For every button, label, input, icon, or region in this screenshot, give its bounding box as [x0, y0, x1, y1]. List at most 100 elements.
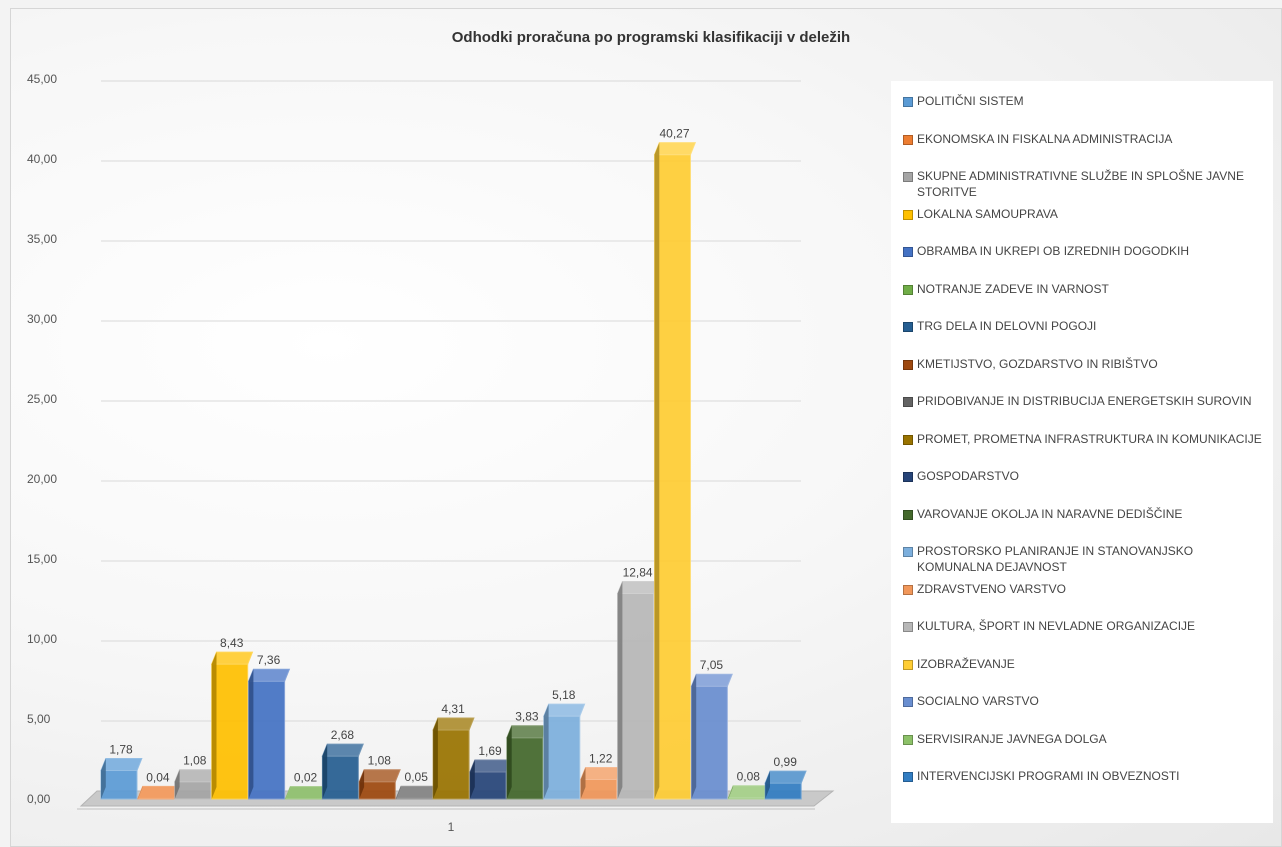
- y-tick-label: 5,00: [27, 712, 51, 726]
- legend-item: KMETIJSTVO, GOZDARSTVO IN RIBIŠTVO: [903, 356, 1263, 394]
- legend-item: VAROVANJE OKOLJA IN NARAVNE DEDIŠČINE: [903, 506, 1263, 544]
- legend-label: INTERVENCIJSKI PROGRAMI IN OBVEZNOSTI: [917, 769, 1180, 783]
- legend-swatch: [903, 584, 913, 595]
- bar: [764, 770, 807, 800]
- legend-item: GOSPODARSTVO: [903, 468, 1263, 506]
- y-tick-label: 40,00: [27, 152, 57, 166]
- bar: [727, 785, 770, 800]
- legend-label: NOTRANJE ZADEVE IN VARNOST: [917, 281, 1109, 296]
- legend-item: OBRAMBA IN UKREPI OB IZREDNIH DOGODKIH: [903, 243, 1263, 281]
- legend-label: KULTURA, ŠPORT IN NEVLADNE ORGANIZACIJE: [917, 619, 1196, 633]
- legend-item: TRG DELA IN DELOVNI POGOJI: [903, 318, 1263, 356]
- legend-swatch: [903, 397, 913, 407]
- bar: [284, 786, 328, 800]
- bar-chart: Odhodki proračuna po programski klasifik…: [27, 29, 850, 834]
- y-tick-label: 30,00: [27, 312, 57, 326]
- legend-label: POLITIČNI SISTEM: [917, 94, 1024, 108]
- legend-swatch: [903, 659, 913, 670]
- bar: [395, 785, 438, 800]
- data-label: 1,69: [478, 744, 502, 758]
- legend-swatch: [903, 472, 913, 482]
- data-label: 5,18: [552, 688, 576, 702]
- legend-item: PROMET, PROMETNA INFRASTRUKTURA IN KOMUN…: [903, 431, 1263, 469]
- legend-swatch: [903, 322, 913, 332]
- y-tick-label: 0,00: [27, 792, 51, 806]
- legend-item: SERVISIRANJE JAVNEGA DOLGA: [903, 731, 1263, 769]
- data-label: 2,68: [331, 728, 355, 742]
- y-tick-label: 45,00: [27, 72, 57, 86]
- legend-item: INTERVENCIJSKI PROGRAMI IN OBVEZNOSTI: [903, 768, 1263, 806]
- data-label: 8,43: [220, 636, 244, 650]
- legend-label: TRG DELA IN DELOVNI POGOJI: [917, 319, 1097, 333]
- bar: [100, 758, 143, 800]
- legend-item: IZOBRAŽEVANJE: [903, 656, 1263, 694]
- bar: [690, 673, 733, 800]
- data-label: 0,05: [405, 770, 429, 784]
- legend-item: SOCIALNO VARSTVO: [903, 693, 1263, 731]
- bar: [247, 668, 291, 800]
- legend-label: KMETIJSTVO, GOZDARSTVO IN RIBIŠTVO: [917, 356, 1158, 371]
- legend-swatch: [903, 284, 913, 295]
- gridlines: [101, 80, 801, 722]
- legend-swatch: [903, 97, 913, 107]
- legend-swatch: [903, 622, 913, 632]
- bars: [100, 142, 807, 800]
- data-label: 0,04: [146, 770, 170, 784]
- data-label: 12,84: [623, 566, 653, 580]
- bar: [469, 759, 512, 800]
- bar: [506, 725, 549, 800]
- legend-label: PROSTORSKO PLANIRANJE IN STANOVANJSKO KO…: [917, 544, 1194, 574]
- legend-label: VAROVANJE OKOLJA IN NARAVNE DEDIŠČINE: [917, 506, 1183, 521]
- legend-item: EKONOMSKA IN FISKALNA ADMINISTRACIJA: [903, 131, 1263, 169]
- bar: [174, 769, 217, 800]
- y-tick-label: 35,00: [27, 232, 57, 246]
- legend-swatch: [903, 547, 913, 557]
- legend-label: OBRAMBA IN UKREPI OB IZREDNIH DOGODKIH: [917, 244, 1190, 258]
- legend-label: EKONOMSKA IN FISKALNA ADMINISTRACIJA: [917, 131, 1173, 146]
- legend-item: PROSTORSKO PLANIRANJE IN STANOVANJSKO KO…: [903, 543, 1263, 581]
- legend-label: GOSPODARSTVO: [917, 469, 1020, 483]
- legend-item: NOTRANJE ZADEVE IN VARNOST: [903, 281, 1263, 319]
- legend-item: ZDRAVSTVENO VARSTVO: [903, 581, 1263, 619]
- legend: POLITIČNI SISTEM EKONOMSKA IN FISKALNA AD…: [891, 81, 1273, 823]
- bar: [579, 766, 623, 800]
- bar: [358, 769, 401, 800]
- legend-swatch: [903, 509, 913, 520]
- bar: [653, 142, 697, 800]
- bar: [616, 581, 660, 800]
- legend-label: SOCIALNO VARSTVO: [917, 694, 1039, 708]
- data-label: 0,02: [294, 771, 318, 785]
- legend-item: SKUPNE ADMINISTRATIVNE SLUŽBE IN SPLOŠNE…: [903, 168, 1263, 206]
- category-label: 1: [448, 820, 455, 834]
- legend-swatch: [903, 734, 913, 745]
- chart-area: Odhodki proračuna po programski klasifik…: [10, 8, 1282, 847]
- legend-label: PROMET, PROMETNA INFRASTRUKTURA IN KOMUN…: [917, 431, 1262, 446]
- data-label: 7,05: [700, 658, 724, 672]
- bar: [432, 717, 475, 800]
- legend-swatch: [903, 772, 913, 782]
- y-tick-label: 10,00: [27, 632, 57, 646]
- legend-item: LOKALNA SAMOUPRAVA: [903, 206, 1263, 244]
- data-label: 1,08: [368, 754, 392, 768]
- legend-swatch: [903, 434, 913, 445]
- y-tick-label: 25,00: [27, 392, 57, 406]
- data-label: 1,08: [183, 754, 207, 768]
- bar: [543, 703, 586, 800]
- y-tick-label: 20,00: [27, 472, 57, 486]
- legend-item: PRIDOBIVANJE IN DISTRIBUCIJA ENERGETSKIH…: [903, 393, 1263, 431]
- legend-label: SKUPNE ADMINISTRATIVNE SLUŽBE IN SPLOŠNE…: [917, 169, 1244, 199]
- bar: [321, 743, 364, 800]
- legend-label: SERVISIRANJE JAVNEGA DOLGA: [917, 731, 1107, 746]
- chart-title: Odhodki proračuna po programski klasifik…: [452, 29, 850, 46]
- data-label: 7,36: [257, 653, 281, 667]
- data-label: 40,27: [659, 127, 689, 141]
- data-label: 3,83: [515, 710, 539, 724]
- legend-label: IZOBRAŽEVANJE: [917, 656, 1015, 671]
- data-labels: 1,78 0,04 1,08 8,43 7,36 0,02 2,68 1,08 0,05 4,31…: [109, 127, 797, 785]
- data-label: 0,08: [737, 770, 761, 784]
- legend-swatch: [903, 172, 913, 182]
- y-axis: 0,00 5,00 10,00 15,00 20,00 25,00 30,00 35,00 40…: [27, 72, 57, 806]
- legend-item: POLITIČNI SISTEM: [903, 93, 1263, 131]
- legend-item: KULTURA, ŠPORT IN NEVLADNE ORGANIZACIJE: [903, 618, 1263, 656]
- bar: [137, 785, 180, 800]
